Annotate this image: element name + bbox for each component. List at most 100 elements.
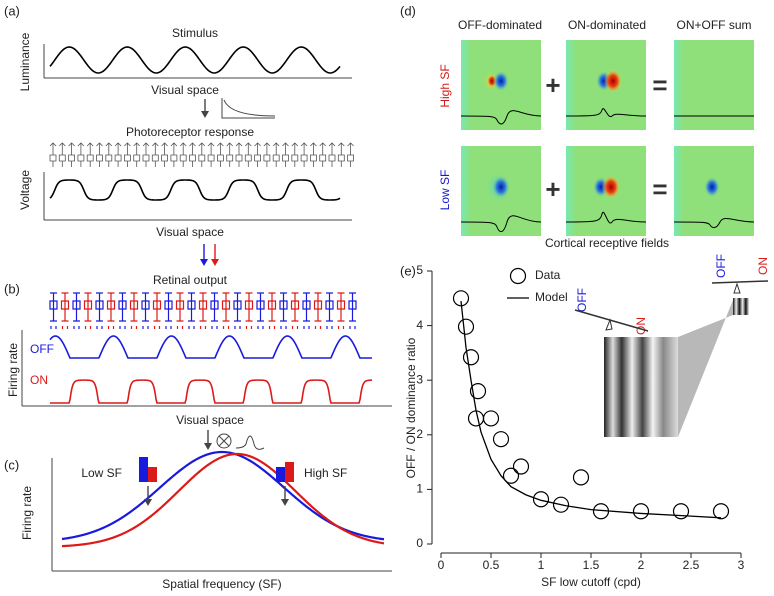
grating-large (604, 337, 678, 437)
y-tick-label: 1 (416, 482, 423, 496)
bar-icon (139, 457, 148, 482)
panel-label: (c) (4, 457, 19, 472)
retinal-cell-icon (302, 292, 311, 329)
stimulus-wave (49, 46, 341, 74)
caption: Cortical receptive fields (545, 236, 669, 250)
photoreceptor-icon (244, 142, 252, 167)
row-label: Low SF (438, 170, 452, 211)
photoreceptor-icon (198, 142, 206, 167)
x-axis-label: Visual space (176, 413, 244, 427)
y-tick-label: 5 (416, 263, 423, 277)
retinal-cell-icon (279, 292, 288, 329)
photoreceptor-icon (142, 142, 150, 167)
retinal-cell-icon (49, 292, 58, 329)
rf-blob (493, 70, 509, 92)
panel-label: (a) (4, 3, 20, 18)
inset-off-label: OFF (714, 254, 728, 278)
retinal-cell-icon (336, 292, 346, 329)
receptive-field-edge (674, 40, 684, 130)
y-tick-label: 4 (416, 318, 423, 332)
x-axis-label: SF low cutoff (cpd) (541, 575, 641, 589)
retinal-cell-icon (290, 292, 300, 329)
off-label: OFF (30, 342, 54, 356)
data-point (502, 467, 520, 484)
photoreceptor-icon (347, 142, 354, 167)
seesaw-beam (574, 309, 649, 332)
y-axis-label: Voltage (18, 170, 32, 210)
arrow (200, 259, 208, 266)
y-axis-label: Luminance (18, 32, 32, 91)
photoreceptor-icon (189, 142, 196, 167)
photoreceptor-icon (310, 142, 317, 167)
inset-off-label: OFF (575, 288, 589, 312)
photoreceptor-icon (291, 142, 299, 167)
data-point (482, 410, 500, 427)
y-tick-label: 0 (416, 536, 423, 550)
y-tick-label: 2 (416, 427, 423, 441)
photoreceptor-icon (68, 142, 75, 167)
retinal-cell-icon (118, 292, 127, 329)
retinal-cell-icon (313, 292, 323, 329)
retinal-cell-icon (210, 292, 219, 329)
retinal-cell-icon (175, 292, 185, 329)
retinal-cell-icon (60, 292, 70, 329)
equals-sign: = (652, 70, 667, 100)
data-point (467, 410, 485, 427)
rf-profile (565, 211, 647, 224)
retinal-cell-icon (152, 292, 162, 329)
bar-icon (148, 467, 157, 482)
photoreceptor-icon (105, 142, 113, 167)
convolve-icon (216, 433, 232, 449)
rf-profile (460, 215, 542, 233)
row-label: High SF (438, 64, 452, 107)
column-title: ON+OFF sum (676, 18, 751, 32)
stimulus-title: Stimulus (172, 26, 218, 40)
retinal-cell-icon (325, 292, 334, 329)
photoreceptor-icon (235, 142, 243, 167)
photoreceptor-icon (282, 142, 289, 167)
data-point (632, 503, 650, 520)
column-title: OFF-dominated (458, 18, 542, 32)
photoreceptor-icon (86, 142, 94, 167)
x-tick-label: 3 (738, 558, 745, 572)
photoreceptor-icon (226, 142, 234, 167)
tuning-curve-on (61, 452, 385, 548)
receptive-field (674, 40, 754, 130)
on-response (50, 379, 373, 404)
projection-wedge (678, 300, 733, 437)
inset-on-label: ON (634, 317, 648, 335)
bar-icon (285, 462, 294, 482)
arrow (211, 259, 219, 266)
on-label: ON (30, 373, 48, 387)
photoreceptor-icon (217, 142, 224, 167)
photoreceptor-icon (300, 142, 308, 167)
rf-profile (565, 108, 647, 118)
y-axis-label: OFF / ON dominance ratio (404, 337, 418, 478)
rf-profile (673, 217, 755, 229)
rf-blob (602, 175, 620, 199)
photoreceptor-icon (124, 142, 131, 167)
plus-sign: + (545, 174, 560, 204)
x-tick-label: 1.5 (583, 558, 600, 572)
data-point (492, 431, 510, 448)
x-axis-label: Visual space (151, 83, 219, 97)
photoreceptor-icon (77, 142, 85, 167)
receptive-field-edge (674, 146, 684, 236)
x-tick-label: 0.5 (483, 558, 500, 572)
legend-label: Data (535, 268, 561, 282)
low-sf-label: Low SF (81, 466, 122, 480)
filter-icon (221, 98, 276, 119)
kernel-icon (235, 435, 265, 450)
photoreceptor-icon (151, 142, 159, 167)
photoreceptor-icon (58, 142, 66, 167)
retinal-cell-icon (129, 292, 139, 329)
rf-blob (604, 69, 622, 93)
photoreceptor-icon (133, 142, 141, 167)
photoreceptor-icon (254, 142, 261, 167)
seesaw-pivot (733, 282, 741, 294)
photoreceptor-icon (337, 142, 345, 167)
grating-small (733, 298, 749, 315)
x-tick-label: 1 (538, 558, 545, 572)
off-response (49, 335, 372, 359)
retinal-cell-icon (233, 292, 242, 329)
